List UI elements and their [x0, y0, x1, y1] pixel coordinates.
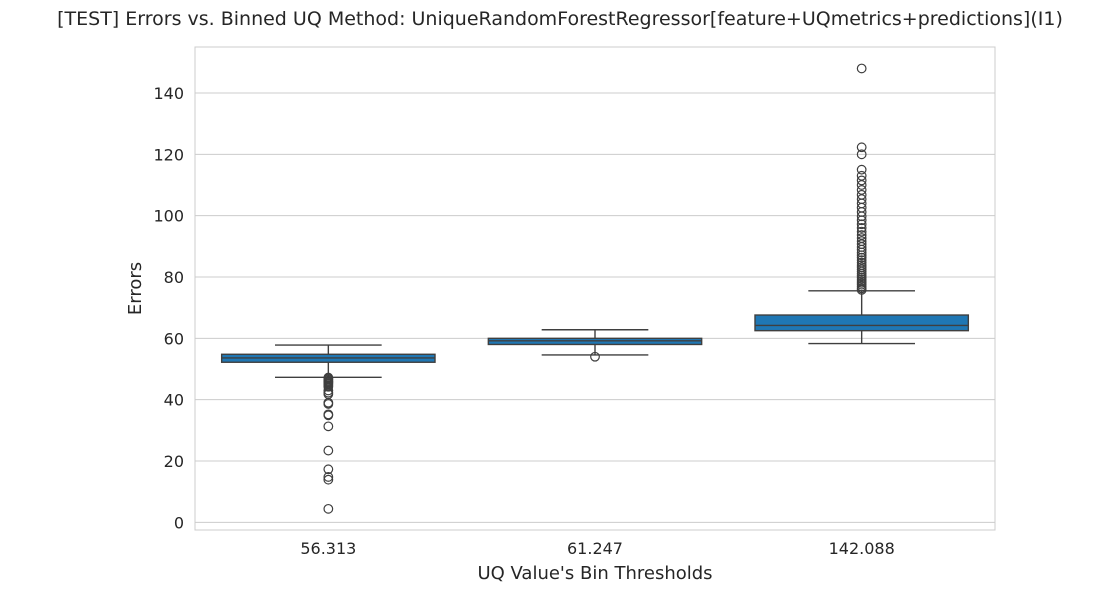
outlier-point	[856, 223, 867, 233]
y-tick-label: 120	[153, 145, 184, 164]
outlier-point	[856, 189, 867, 200]
plot-frame	[194, 46, 996, 531]
outlier-point	[590, 351, 600, 362]
outlier-point	[323, 445, 334, 456]
outlier-point	[323, 381, 334, 392]
outlier-point	[856, 142, 867, 153]
outlier-point	[856, 219, 867, 230]
outlier-point	[856, 236, 867, 247]
box-group	[220, 344, 436, 514]
y-tick-label: 40	[164, 391, 184, 410]
outlier-point	[856, 185, 867, 195]
y-tick-label: 100	[153, 207, 184, 226]
outlier-point	[856, 233, 867, 243]
y-tick-label: 80	[164, 268, 184, 287]
iqr-box	[754, 314, 970, 332]
outlier-point	[856, 175, 867, 186]
outlier-point	[856, 230, 867, 240]
x-tick-label: 56.313	[300, 539, 356, 558]
y-tick-label: 0	[174, 513, 184, 532]
outlier-point	[323, 410, 334, 421]
outlier-point	[856, 63, 867, 74]
outlier-point	[856, 252, 867, 263]
outlier-point	[323, 464, 334, 475]
outlier-point	[856, 164, 867, 175]
outlier-point	[323, 503, 334, 514]
chart-title: [TEST] Errors vs. Binned UQ Method: Uniq…	[57, 8, 1063, 30]
outlier-point	[856, 170, 867, 181]
y-tick-label: 140	[153, 84, 184, 103]
outlier-point	[856, 194, 867, 205]
outlier-point	[323, 421, 334, 432]
y-tick-label: 60	[164, 329, 184, 348]
boxes	[220, 63, 970, 514]
outlier-point	[323, 472, 334, 482]
outlier-point	[856, 260, 867, 270]
outlier-point	[323, 399, 334, 409]
x-tick-label: 61.247	[567, 539, 623, 558]
x-tick-labels: 56.313 61.247 142.088	[300, 539, 894, 558]
outlier-point	[856, 257, 867, 268]
box-group	[487, 329, 703, 362]
outlier-point	[856, 226, 867, 237]
y-tick-label: 20	[164, 452, 184, 471]
x-axis-label: UQ Value's Bin Thresholds	[477, 563, 712, 584]
outlier-point	[856, 149, 867, 160]
grid-lines	[195, 92, 995, 523]
outlier-point	[323, 474, 334, 485]
y-tick-labels: 0 20 40 60 80 100 120 140	[153, 84, 184, 532]
y-axis-label: Errors	[125, 262, 146, 315]
box-group	[754, 63, 970, 345]
outlier-point	[856, 255, 867, 266]
x-tick-label: 142.088	[829, 539, 895, 558]
